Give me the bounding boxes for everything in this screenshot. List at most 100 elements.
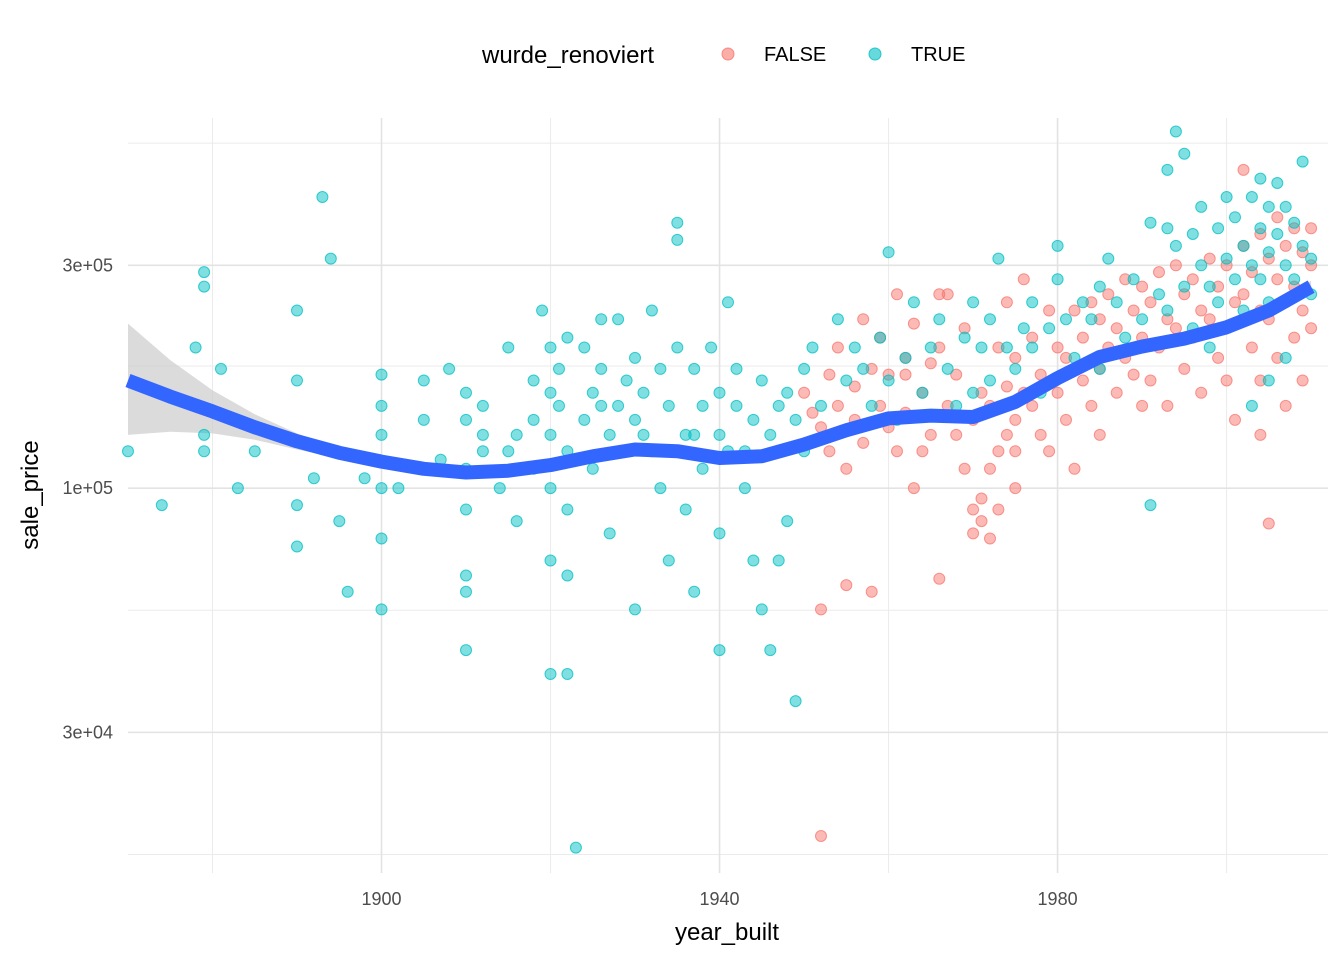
data-point-true xyxy=(1000,341,1013,354)
data-point-true xyxy=(1136,313,1149,326)
data-point-true xyxy=(941,362,954,375)
data-point-true xyxy=(1245,259,1258,272)
data-point-true xyxy=(671,233,684,246)
data-point-true xyxy=(662,554,675,567)
smooth-line xyxy=(125,280,1315,480)
data-point-true xyxy=(1186,228,1199,240)
x-tick-label: 1980 xyxy=(1038,889,1078,909)
data-point-false xyxy=(1110,322,1123,335)
data-point-false xyxy=(1000,296,1013,309)
grid-major xyxy=(128,118,1328,873)
data-point-false xyxy=(984,462,996,475)
data-point-true xyxy=(443,362,456,375)
data-point-true xyxy=(544,386,557,399)
data-point-true xyxy=(603,527,616,540)
data-point-true xyxy=(1279,259,1292,272)
legend-key-false xyxy=(721,47,735,61)
data-point-false xyxy=(1271,211,1284,224)
data-point-false xyxy=(1068,304,1081,317)
data-point-true xyxy=(375,482,388,495)
data-point-true xyxy=(637,386,650,399)
data-point-true xyxy=(645,304,658,317)
data-point-true xyxy=(510,428,523,441)
data-point-true xyxy=(654,362,667,375)
data-point-false xyxy=(1203,313,1216,326)
data-point-false xyxy=(1220,374,1233,387)
data-point-false xyxy=(1271,273,1284,286)
data-point-true xyxy=(713,527,726,540)
data-point-true xyxy=(231,482,244,495)
data-point-false xyxy=(891,288,903,301)
data-point-true xyxy=(544,482,557,495)
data-point-true xyxy=(561,668,574,680)
data-point-true xyxy=(248,445,261,458)
data-point-true xyxy=(967,296,980,309)
data-point-true xyxy=(578,413,591,426)
data-point-true xyxy=(1271,177,1284,189)
data-point-false xyxy=(831,399,844,412)
y-tick-label: 3e+05 xyxy=(62,255,113,275)
data-point-true xyxy=(527,374,540,387)
data-point-true xyxy=(629,413,641,426)
data-point-true xyxy=(1220,252,1233,265)
data-point-true xyxy=(755,374,768,387)
data-point-false xyxy=(933,572,946,585)
data-point-false xyxy=(1195,386,1208,399)
data-point-true xyxy=(705,341,718,354)
data-point-false xyxy=(992,503,1005,516)
data-point-true xyxy=(392,482,405,495)
data-point-false xyxy=(823,445,836,458)
data-point-true xyxy=(848,341,861,354)
data-point-true xyxy=(984,374,996,387)
x-axis-title: year_built xyxy=(675,919,779,946)
data-point-true xyxy=(984,313,996,326)
data-point-true xyxy=(612,313,625,326)
data-point-true xyxy=(738,482,751,495)
data-point-true xyxy=(198,266,211,279)
data-point-true xyxy=(1009,362,1022,375)
data-point-true xyxy=(671,341,684,354)
data-point-false xyxy=(1305,222,1318,235)
data-point-true xyxy=(1169,239,1182,252)
data-point-false xyxy=(840,462,853,475)
data-point-true xyxy=(291,540,303,553)
data-point-false xyxy=(992,445,1005,458)
data-point-false xyxy=(1169,259,1182,272)
data-point-false xyxy=(1279,399,1292,412)
data-point-false xyxy=(1169,322,1182,335)
data-point-false xyxy=(1076,374,1089,387)
legend-label-true: TRUE xyxy=(911,44,965,66)
data-point-false xyxy=(1288,331,1301,344)
data-point-false xyxy=(1009,413,1022,426)
data-point-false xyxy=(1026,331,1039,344)
data-point-false xyxy=(975,492,988,505)
data-point-false xyxy=(984,532,996,545)
data-point-false xyxy=(1060,413,1072,426)
data-point-true xyxy=(1026,296,1039,309)
data-point-false xyxy=(1051,386,1064,399)
data-point-true xyxy=(493,482,506,495)
data-point-true xyxy=(882,246,895,259)
data-point-true xyxy=(333,515,346,528)
data-point-false xyxy=(848,380,861,393)
data-point-true xyxy=(1229,211,1241,224)
data-point-true xyxy=(476,445,489,458)
data-point-true xyxy=(781,515,794,528)
data-point-false xyxy=(1153,266,1165,279)
data-point-true xyxy=(460,644,472,657)
data-point-true xyxy=(882,374,895,387)
data-point-false xyxy=(1237,288,1250,301)
data-point-false xyxy=(823,368,836,381)
data-point-false xyxy=(857,436,870,449)
data-point-true xyxy=(992,252,1005,265)
data-point-false xyxy=(950,428,963,441)
data-point-true xyxy=(730,362,743,375)
data-point-true xyxy=(155,499,168,512)
data-point-true xyxy=(1288,273,1301,286)
data-point-false xyxy=(975,515,988,528)
data-point-true xyxy=(899,351,912,364)
data-point-true xyxy=(460,569,472,582)
data-point-true xyxy=(1212,296,1225,309)
data-point-true xyxy=(561,569,574,582)
data-point-true xyxy=(1262,246,1275,259)
